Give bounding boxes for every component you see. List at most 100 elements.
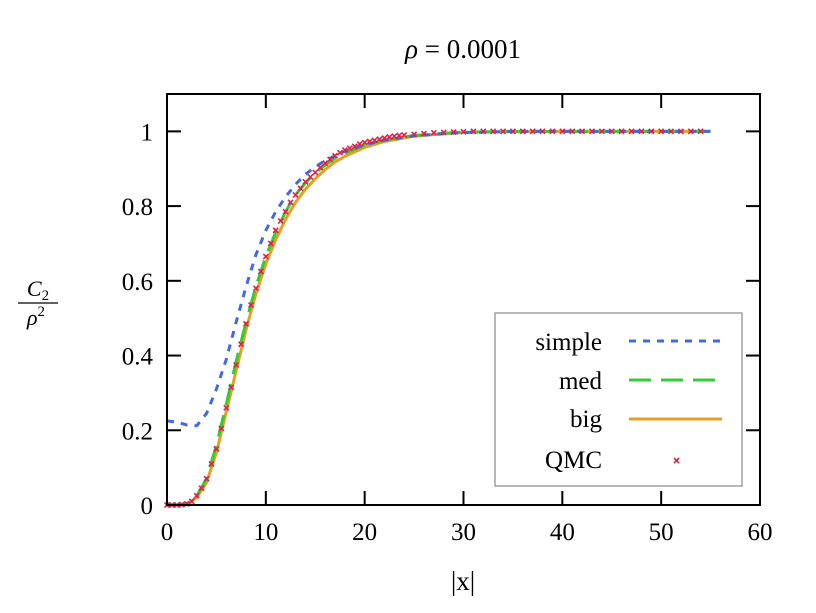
qmc-point: [247, 302, 255, 309]
ylabel-numerator-sub: 2: [42, 288, 50, 304]
qmc-point: [228, 384, 235, 391]
qmc-point: [371, 137, 378, 144]
qmc-point: [272, 227, 279, 234]
legend-label-big: big: [570, 406, 602, 433]
qmc-point: [648, 128, 655, 135]
qmc-point: [351, 143, 358, 150]
qmc-point: [499, 128, 507, 135]
qmc-point: [198, 485, 205, 492]
qmc-point: [331, 152, 339, 159]
svg-text:ρ2: ρ2: [26, 304, 45, 330]
qmc-point: [218, 425, 225, 432]
qmc-point: [490, 128, 497, 135]
qmc-point: [677, 128, 684, 135]
qmc-point: [381, 135, 388, 142]
ylabel-numerator: C: [27, 276, 42, 301]
legend-label-qmc: QMC: [545, 447, 602, 474]
qmc-point: [262, 253, 269, 260]
qmc-point: [327, 156, 334, 163]
y-tick-label: 1: [141, 119, 154, 146]
title-rest: = 0.0001: [418, 34, 521, 64]
qmc-point: [391, 133, 398, 140]
qmc-point: [287, 199, 294, 206]
qmc-point: [376, 136, 383, 143]
qmc-point: [356, 141, 363, 148]
y-tick-label: 0.6: [122, 269, 153, 296]
qmc-point: [213, 445, 220, 453]
x-tick-label: 10: [253, 519, 278, 546]
qmc-point: [267, 240, 274, 247]
x-tick-label: 60: [748, 519, 773, 546]
series-simple-line: [166, 129, 711, 428]
qmc-point: [302, 178, 309, 185]
qmc-point: [307, 173, 314, 181]
qmc-point: [282, 208, 289, 215]
qmc-point: [292, 191, 299, 198]
qmc-point: [628, 128, 635, 135]
qmc-point: [440, 129, 447, 136]
qmc-point: [252, 285, 260, 292]
qmc-point: [470, 128, 477, 135]
qmc-point: [608, 128, 615, 135]
x-tick-label: 0: [161, 519, 174, 546]
qmc-point: [317, 164, 324, 171]
qmc-point: [539, 128, 546, 135]
y-tick-label: 0.2: [122, 418, 153, 445]
qmc-point: [450, 129, 457, 136]
title-symbol: ρ: [404, 34, 418, 64]
qmc-point: [687, 128, 694, 135]
qmc-point: [336, 149, 344, 156]
qmc-point: [188, 498, 195, 505]
qmc-point: [618, 128, 625, 135]
qmc-point: [346, 145, 353, 152]
qmc-point: [223, 404, 230, 411]
qmc-point: [193, 492, 200, 499]
qmc-point: [569, 128, 576, 135]
qmc-point: [361, 139, 368, 146]
qmc-point: [559, 128, 566, 135]
qmc-point: [430, 129, 437, 136]
legend-box: [494, 312, 743, 487]
x-axis-label: |x|: [451, 566, 475, 596]
qmc-point: [401, 132, 408, 139]
qmc-point: [257, 268, 264, 275]
qmc-point: [366, 138, 373, 145]
ylabel-denominator-sup: 2: [38, 304, 46, 320]
qmc-point: [208, 460, 215, 467]
qmc-point: [203, 475, 210, 482]
y-tick-label: 0: [141, 493, 154, 520]
x-tick-label: 30: [451, 519, 476, 546]
y-axis-label: C2 ρ2: [18, 276, 58, 330]
qmc-point: [667, 128, 675, 135]
chart-title: ρ = 0.0001: [404, 34, 521, 64]
qmc-point: [638, 128, 645, 135]
legend-label-simple: simple: [535, 329, 602, 356]
ylabel-denominator: ρ: [26, 305, 38, 330]
qmc-point: [519, 128, 526, 135]
qmc-point: [480, 128, 487, 135]
qmc-point: [598, 128, 605, 135]
qmc-point: [697, 128, 704, 135]
svg-text:C2: C2: [27, 276, 49, 304]
legend-label-med: med: [559, 368, 603, 395]
qmc-point: [420, 130, 428, 137]
qmc-point: [411, 131, 418, 138]
qmc-point: [386, 133, 393, 141]
y-tick-label: 0.8: [122, 194, 153, 221]
qmc-point: [312, 169, 319, 176]
x-tick-label: 40: [550, 519, 575, 546]
series-big-line: [167, 129, 711, 507]
x-tick-label: 50: [649, 519, 674, 546]
qmc-point: [341, 146, 348, 154]
qmc-point: [233, 361, 240, 368]
plot-frame: [166, 93, 761, 506]
y-tick-label: 0.4: [122, 344, 154, 371]
legend-swatch-qmc: [673, 457, 680, 464]
qmc-point: [549, 128, 556, 135]
x-tick-label: 20: [352, 519, 377, 546]
qmc-point: [460, 128, 467, 135]
qmc-point: [297, 185, 304, 192]
qmc-point: [243, 320, 250, 327]
qmc-point: [509, 128, 516, 135]
